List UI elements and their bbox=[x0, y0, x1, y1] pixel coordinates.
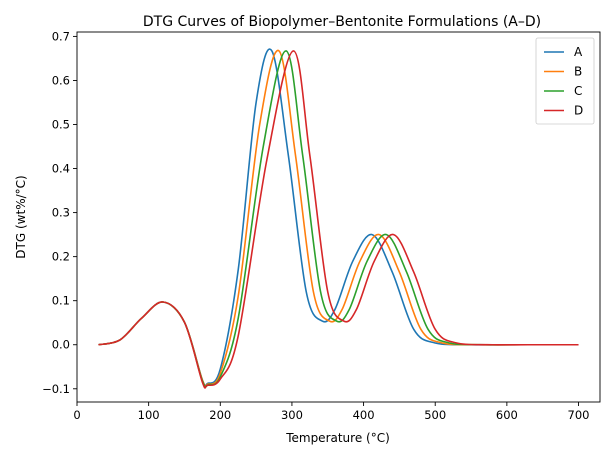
x-tick-label: 500 bbox=[424, 408, 446, 422]
y-tick-label: 0.7 bbox=[52, 29, 70, 43]
x-axis-title: Temperature (°C) bbox=[285, 431, 390, 445]
y-tick-label: 0.0 bbox=[52, 338, 70, 352]
series-line-c bbox=[98, 50, 579, 388]
legend-label-c: C bbox=[574, 84, 582, 98]
y-tick-label: 0.3 bbox=[52, 206, 70, 220]
y-tick-label: 0.6 bbox=[52, 73, 70, 87]
y-tick-label: −0.1 bbox=[42, 382, 70, 396]
legend-label-b: B bbox=[574, 65, 582, 79]
y-tick-label: 0.5 bbox=[52, 118, 70, 132]
series-line-b bbox=[98, 49, 579, 388]
x-tick-label: 700 bbox=[568, 408, 590, 422]
plot-series bbox=[98, 48, 579, 389]
x-axis-ticks: 0 100 200 300 400 500 600 700 bbox=[73, 402, 589, 422]
legend-label-a: A bbox=[574, 45, 583, 59]
x-tick-label: 100 bbox=[138, 408, 160, 422]
plot-frame bbox=[76, 31, 601, 403]
x-tick-label: 300 bbox=[281, 408, 303, 422]
series-line-d bbox=[98, 50, 579, 389]
legend-label-d: D bbox=[574, 104, 583, 118]
x-tick-label: 400 bbox=[353, 408, 375, 422]
x-tick-label: 600 bbox=[496, 408, 518, 422]
axes bbox=[76, 31, 601, 403]
legend-box bbox=[535, 37, 595, 125]
series-line-a bbox=[98, 48, 579, 388]
y-tick-label: 0.1 bbox=[52, 294, 70, 308]
y-axis-ticks: −0.1 0.0 0.1 0.2 0.3 0.4 0.5 0.6 0.7 bbox=[42, 29, 77, 396]
x-tick-label: 200 bbox=[209, 408, 231, 422]
y-axis-title: DTG (wt%/°C) bbox=[14, 175, 28, 258]
y-tick-label: 0.2 bbox=[52, 250, 70, 264]
x-tick-label: 0 bbox=[73, 408, 80, 422]
chart-title: DTG Curves of Biopolymer–Bentonite Formu… bbox=[143, 14, 541, 30]
y-tick-label: 0.4 bbox=[52, 162, 70, 176]
